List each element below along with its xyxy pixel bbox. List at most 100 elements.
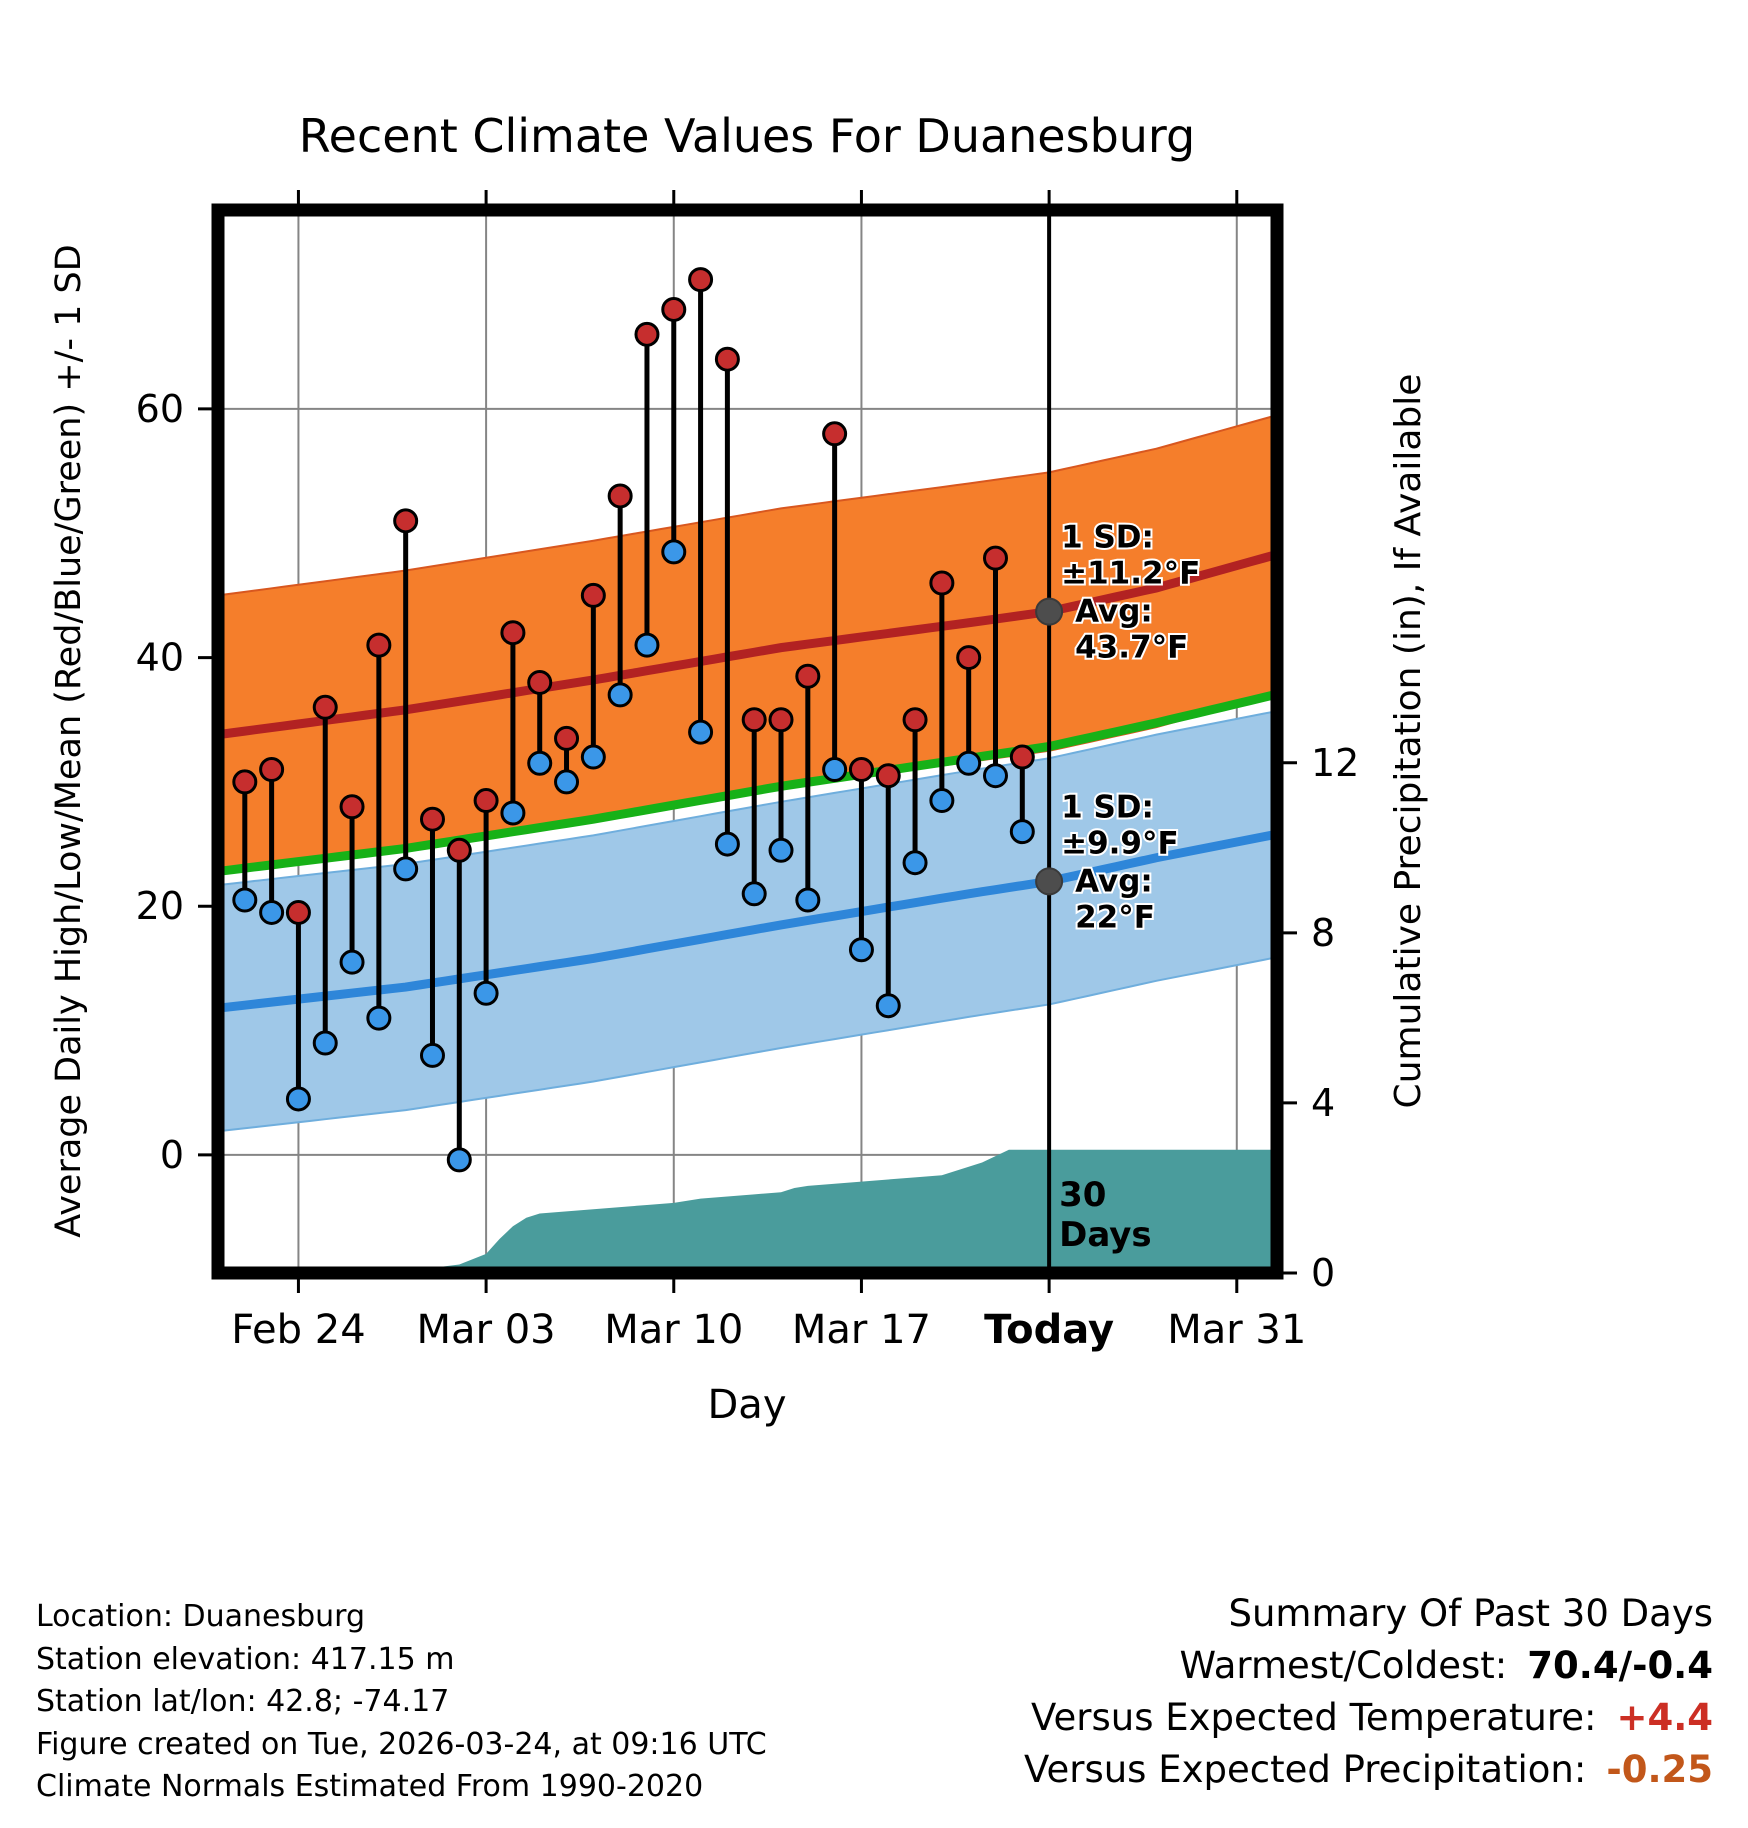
high-dot	[956, 645, 982, 671]
high-dot	[446, 837, 472, 863]
high-dot	[500, 620, 526, 646]
high-dot	[232, 769, 258, 795]
low-dot	[312, 1030, 338, 1056]
summary-label: Warmest/Coldest:	[1179, 1644, 1508, 1687]
low-dot	[822, 756, 848, 782]
low-dot	[339, 949, 365, 975]
high-dot	[366, 632, 392, 658]
mean-line	[213, 689, 1282, 876]
high-dot	[527, 669, 553, 695]
high-dot	[795, 663, 821, 689]
high-dot	[259, 756, 285, 782]
low-dot	[741, 881, 767, 907]
low-dot	[795, 887, 821, 913]
high-annotation: ±11.2°F	[1061, 556, 1200, 592]
x-tick-label: Mar 10	[604, 1307, 743, 1353]
summary-panel: Summary Of Past 30 Days Warmest/Coldest:…	[1024, 1592, 1713, 1791]
low-dot	[634, 632, 660, 658]
left-tick-label: 60	[136, 387, 184, 431]
low-dot	[1009, 819, 1035, 845]
summary-row-vs-precipitation: Versus Expected Precipitation: -0.25	[1024, 1748, 1713, 1791]
low-annotation: ±9.9°F	[1061, 825, 1179, 861]
low-avg-dot	[1035, 867, 1064, 896]
low-dot	[956, 750, 982, 776]
low-dot	[929, 788, 955, 814]
right-axis-label: Cumulative Precipitation (in), If Availa…	[1388, 374, 1429, 1109]
summary-value: +4.4	[1616, 1696, 1713, 1739]
low-dot	[607, 682, 633, 708]
figure-metadata: Location: Duanesburg Station elevation: …	[36, 1596, 767, 1809]
low-dot	[446, 1147, 472, 1173]
x-axis-label: Day	[708, 1382, 787, 1428]
low-dot	[500, 800, 526, 826]
high-dot	[607, 483, 633, 509]
summary-label: Versus Expected Precipitation:	[1024, 1748, 1587, 1791]
x-tick-label: Mar 31	[1167, 1307, 1306, 1353]
precip-area	[218, 1149, 1277, 1273]
right-tick-label: 4	[1311, 1081, 1335, 1125]
low-dot	[714, 831, 740, 857]
low-dot	[554, 769, 580, 795]
high-dot	[339, 794, 365, 820]
summary-value: 70.4/-0.4	[1527, 1644, 1713, 1687]
summary-title: Summary Of Past 30 Days	[1228, 1592, 1713, 1635]
low-dot	[875, 993, 901, 1019]
high-dot	[714, 346, 740, 372]
low-dot	[768, 837, 794, 863]
thirty-days-label: 30	[1059, 1175, 1106, 1215]
low-dot	[688, 719, 714, 745]
high-dot	[285, 899, 311, 925]
left-tick-label: 0	[160, 1133, 184, 1177]
x-tick-label: Mar 03	[417, 1307, 556, 1353]
x-tick-label: Feb 24	[231, 1307, 365, 1353]
low-dot	[848, 937, 874, 963]
summary-value: -0.25	[1606, 1748, 1713, 1791]
high-dot	[580, 582, 606, 608]
low-dot	[259, 899, 285, 925]
high-annotation: 43.7°F	[1075, 630, 1188, 666]
high-dot	[473, 788, 499, 814]
high-dot	[848, 756, 874, 782]
high-dot	[312, 694, 338, 720]
high-dot	[419, 806, 445, 832]
high-annotation: Avg:	[1075, 594, 1153, 630]
summary-row-vs-temperature: Versus Expected Temperature: +4.4	[1024, 1696, 1713, 1739]
low-avg-line	[213, 829, 1282, 1013]
low-dot	[527, 750, 553, 776]
high-dot	[982, 545, 1008, 571]
right-tick-label: 12	[1311, 741, 1359, 785]
high-annotation: 1 SD:	[1061, 520, 1154, 556]
left-tick-label: 20	[136, 884, 184, 928]
metadata-latlon: Station lat/lon: 42.8; -74.17	[36, 1684, 450, 1720]
high-dot	[661, 296, 687, 322]
high-dot	[688, 267, 714, 293]
left-tick-label: 40	[136, 636, 184, 680]
low-dot	[393, 856, 419, 882]
high-avg-line	[213, 549, 1282, 740]
low-dot	[982, 763, 1008, 789]
x-tick-label: Mar 17	[792, 1307, 931, 1353]
thirty-days-label: Days	[1059, 1215, 1152, 1255]
low-dot	[232, 887, 258, 913]
summary-row-warmest-coldest: Warmest/Coldest: 70.4/-0.4	[1024, 1644, 1713, 1687]
high-avg-dot	[1035, 597, 1064, 626]
plot-border	[211, 203, 1284, 1280]
low-annotation: Avg:	[1075, 863, 1153, 899]
low-dot	[902, 850, 928, 876]
metadata-created: Figure created on Tue, 2026-03-24, at 09…	[36, 1726, 767, 1762]
high-dot	[741, 707, 767, 733]
metadata-normals: Climate Normals Estimated From 1990-2020	[36, 1769, 704, 1805]
high-dot	[902, 707, 928, 733]
chart-title: Recent Climate Values For Duanesburg	[299, 109, 1195, 163]
left-axis-label: Average Daily High/Low/Mean (Red/Blue/Gr…	[49, 244, 89, 1237]
high-dot	[875, 763, 901, 789]
high-dot	[768, 707, 794, 733]
low-dot	[661, 539, 687, 565]
summary-label: Versus Expected Temperature:	[1031, 1696, 1597, 1739]
right-tick-label: 8	[1311, 911, 1335, 955]
x-tick-label: Today	[984, 1307, 1114, 1353]
low-annotation: 22°F	[1075, 899, 1155, 935]
metadata-location: Location: Duanesburg	[36, 1599, 366, 1634]
